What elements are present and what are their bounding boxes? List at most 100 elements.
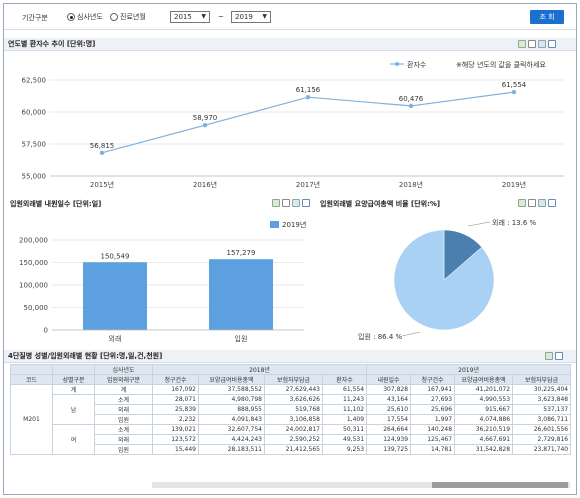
cell-type: 입원: [94, 444, 153, 455]
line-xtick-label: 2019년: [502, 180, 526, 189]
header-spacer: [52, 364, 95, 375]
cell-value: 27,693: [410, 394, 456, 405]
table-row: M201 계 계 167,092 37,588,552 27,629,443 61,554 3…: [10, 384, 572, 455]
header-spacer: [10, 364, 53, 375]
cell-value: 915,667: [454, 404, 514, 415]
line-point[interactable]: [511, 89, 517, 95]
table-row: 남 소계 28,071 4,980,798 3,626,626 11,243 43,164 2…: [11, 394, 572, 425]
line-point[interactable]: [408, 103, 414, 109]
cell-value: 167,092: [152, 384, 199, 395]
cell-value: 1,997: [410, 414, 456, 425]
line-point[interactable]: [305, 95, 311, 100]
pie-chart[interactable]: 외래 : 13.6 % 입원 : 86.4 %: [316, 212, 576, 344]
cell-code: M201: [10, 384, 53, 455]
table-row: 입원 15,449 28,183,511 21,412,565 9,253 139,725…: [11, 444, 572, 455]
from-year-select[interactable]: 2015 ▼: [170, 11, 210, 23]
line-point[interactable]: [202, 122, 208, 128]
cell-sex: 계: [52, 384, 95, 395]
bar-ytick-label: 150,000: [19, 259, 48, 267]
line-chart[interactable]: 55,000 57,500 60,000 62,500 2015년 2016년 2017년…: [4, 52, 576, 194]
line-value-label: 61,156: [296, 86, 321, 94]
line-ytick-label: 62,500: [22, 77, 47, 85]
cell-value: 3,106,858: [264, 414, 323, 425]
header-review-year: 심사년도: [94, 364, 153, 375]
column-header: 요양급여비용총액: [454, 374, 514, 385]
cell-value: 140,248: [410, 424, 456, 435]
bar-xtick-label: 입원: [235, 334, 248, 343]
bar-ytick-label: 0: [44, 327, 48, 335]
bar[interactable]: [83, 262, 147, 330]
line-xtick-label: 2018년: [399, 180, 423, 189]
header-year-2018: 2018년: [151, 364, 368, 375]
column-header: 청구건수: [410, 374, 456, 385]
zoom-icon[interactable]: [302, 199, 310, 207]
bar-legend: 2019년: [270, 220, 306, 229]
radio-review-year-label: 심사년도: [77, 13, 103, 21]
search-button[interactable]: 조 회: [530, 10, 564, 24]
cell-value: 3,623,848: [512, 394, 572, 405]
line-ytick-label: 57,500: [22, 141, 47, 149]
chart-icon[interactable]: [292, 199, 300, 207]
excel-icon[interactable]: [518, 199, 526, 207]
cell-value: 125,467: [410, 434, 456, 445]
filter-bar: 기간구분 심사년도 진료년월 2015 ▼ ~ 2019 ▼ 조 회: [4, 4, 576, 30]
line-legend: 환자수: [390, 60, 427, 69]
cell-value: 3,086,711: [512, 414, 572, 425]
bar-value-label: 150,549: [101, 252, 130, 260]
radio-selected-icon: [67, 13, 75, 21]
cell-value: 11,102: [321, 404, 368, 415]
cell-value: 21,412,565: [264, 444, 323, 455]
cell-value: 264,664: [366, 424, 412, 435]
line-point[interactable]: [99, 150, 105, 155]
column-header: 보험자부담금: [264, 374, 323, 385]
radio-treatment-month-label: 진료년월: [120, 13, 146, 21]
cell-value: 43,164: [366, 394, 412, 405]
zoom-icon[interactable]: [555, 352, 563, 360]
table-row: 여 소계 139,021 32,607,754 24,002,817 50,311 264,…: [11, 424, 572, 455]
scrollbar-thumb[interactable]: [432, 482, 568, 488]
cell-value: 139,725: [366, 444, 412, 455]
radio-treatment-month[interactable]: 진료년월: [110, 12, 146, 22]
cell-type: 입원: [94, 414, 153, 425]
grid-icon[interactable]: [528, 40, 536, 48]
chart-icon[interactable]: [538, 199, 546, 207]
horizontal-scrollbar[interactable]: [152, 482, 570, 488]
cell-value: 37,588,552: [198, 384, 265, 395]
excel-icon[interactable]: [272, 199, 280, 207]
chevron-down-icon: ▼: [201, 13, 206, 20]
column-header: 보험자부담금: [512, 374, 572, 385]
cell-value: 3,626,626: [264, 394, 323, 405]
bar-chart[interactable]: 0 50,000 100,000 150,000 200,000 외래 입원 150,54…: [4, 212, 314, 344]
bar[interactable]: [209, 259, 273, 330]
header-type: 입원외래구분: [94, 374, 153, 385]
excel-icon[interactable]: [545, 352, 553, 360]
radio-review-year[interactable]: 심사년도: [67, 12, 103, 22]
zoom-icon[interactable]: [548, 199, 556, 207]
cell-value: 167,941: [410, 384, 456, 395]
cell-value: 519,768: [264, 404, 323, 415]
cell-value: 2,590,252: [264, 434, 323, 445]
line-hint-text: ※해당 년도의 값을 클릭하세요: [456, 60, 546, 69]
chart-icon[interactable]: [538, 40, 546, 48]
cell-value: 537,137: [512, 404, 572, 415]
grid-icon[interactable]: [528, 199, 536, 207]
bar-value-label: 157,279: [227, 249, 256, 257]
zoom-icon[interactable]: [548, 40, 556, 48]
bar-legend-swatch: [270, 221, 279, 228]
column-header: 환자수: [321, 374, 368, 385]
cell-type: 소계: [94, 424, 153, 435]
line-value-label: 61,554: [502, 81, 527, 89]
excel-icon[interactable]: [518, 40, 526, 48]
to-year-select[interactable]: 2019 ▼: [231, 11, 271, 23]
cell-value: 36,210,519: [454, 424, 514, 435]
cell-value: 4,980,798: [198, 394, 265, 405]
line-panel-tools: [518, 40, 556, 48]
cell-value: 41,201,072: [454, 384, 514, 395]
cell-value: 4,074,886: [454, 414, 514, 425]
grid-icon[interactable]: [282, 199, 290, 207]
period-label: 기간구분: [22, 14, 48, 22]
cell-value: 2,232: [152, 414, 199, 425]
line-value-label: 58,970: [193, 114, 218, 122]
pie-slice[interactable]: [393, 229, 495, 331]
radio-unselected-icon: [110, 13, 118, 21]
